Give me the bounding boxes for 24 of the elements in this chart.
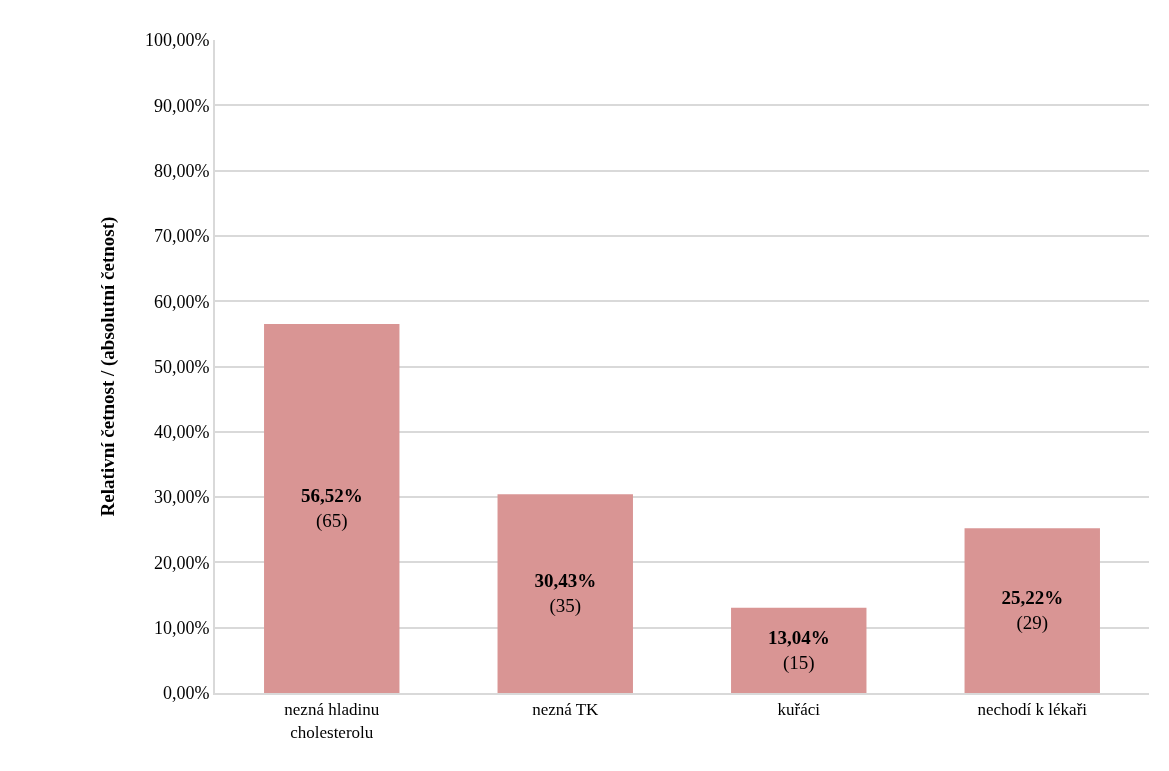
y-tick-label: 20,00% [153, 552, 210, 573]
y-tick-label: 70,00% [153, 226, 210, 247]
data-label: 25,22% (29) [1001, 587, 1064, 634]
bar [264, 323, 400, 693]
x-tick-label: nezná TK [532, 700, 600, 720]
data-label: 13,04% (15) [767, 627, 830, 674]
y-tick-label: 10,00% [153, 618, 210, 638]
y-tick-label: 30,00% [153, 487, 210, 508]
y-tick-label: 80,00% [153, 160, 210, 181]
bar [964, 528, 1100, 693]
data-label: 30,43% (35) [534, 570, 597, 617]
bar [497, 494, 633, 693]
y-axis-title: Relativní četnost / (absolutní četnost) [97, 216, 120, 517]
y-tick-label: 40,00% [153, 422, 210, 443]
y-tick-label: 90,00% [153, 95, 210, 116]
x-tick-label: kuřáci [777, 700, 821, 720]
y-tick-label: 50,00% [153, 356, 210, 377]
bar [731, 607, 867, 693]
y-tick-label: 100,00% [144, 30, 210, 51]
y-tick-label: 60,00% [153, 291, 210, 312]
x-tick-label: nechodí k lékaři [977, 700, 1088, 720]
y-tick-label: 0,00% [162, 683, 210, 704]
x-tick-label: nezná hladinu cholesterolu [284, 700, 380, 742]
data-label: 56,52% (65) [300, 485, 363, 532]
